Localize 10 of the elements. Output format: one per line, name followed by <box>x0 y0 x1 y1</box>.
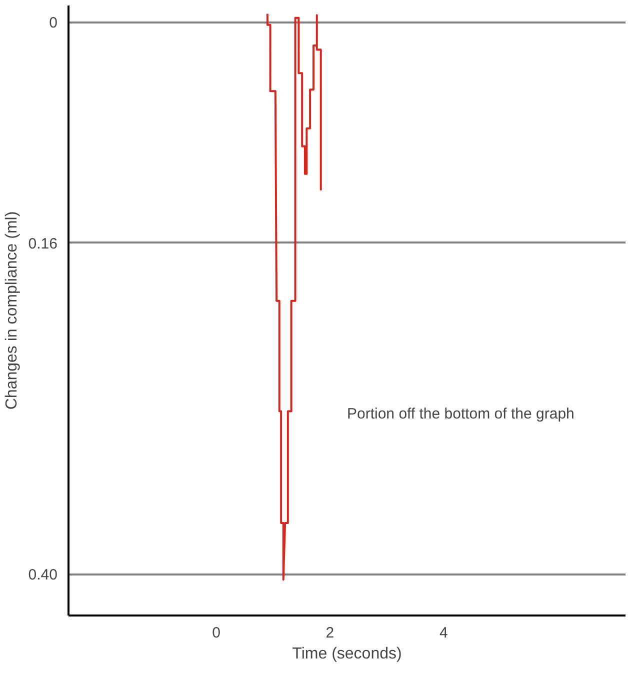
x-axis-title: Time (seconds) <box>292 646 402 662</box>
x-tick-label: 0 <box>212 624 220 642</box>
y-tick-label: 0.40 <box>28 566 58 584</box>
x-tick-label: 4 <box>439 624 448 642</box>
y-axis-title: Changes in compliance (ml) <box>3 211 20 410</box>
y-tick-label: 0 <box>49 14 58 32</box>
annotation: Portion off the bottom of the graph <box>347 405 574 422</box>
line-series <box>266 12 322 581</box>
x-tick-label: 2 <box>326 624 334 642</box>
y-tick-label: 0.16 <box>28 235 58 252</box>
